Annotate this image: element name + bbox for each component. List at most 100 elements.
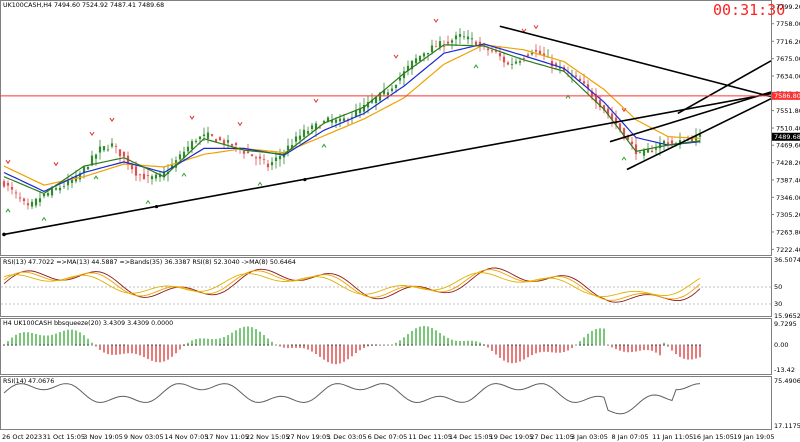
squeeze-dot (231, 344, 233, 346)
squeeze-dot (167, 344, 169, 346)
trendlines[interactable] (2, 25, 772, 237)
squeeze-dot (31, 344, 33, 346)
trendline-channel-upper (609, 91, 772, 143)
squeeze-dot (67, 344, 69, 346)
squeeze-dot (635, 344, 637, 346)
time-tick-label: 3 Nov 19:05 (83, 433, 123, 441)
candle-body (270, 162, 274, 166)
time-tick-label: 8 Jan 07:05 (611, 433, 648, 441)
candle (110, 138, 114, 149)
squeeze-dot (363, 344, 365, 346)
candle-body (446, 41, 450, 44)
rsi-ma-panel-frame (0, 257, 772, 317)
current-price-tag (772, 132, 800, 141)
squeeze-dot (451, 344, 453, 346)
candle-body (378, 92, 382, 101)
squeeze-dot (443, 344, 445, 346)
squeeze-dot (447, 344, 449, 346)
squeeze-dot (663, 344, 665, 346)
sell-arrow (433, 18, 439, 23)
candle-body (542, 53, 546, 56)
candle (458, 28, 462, 45)
price-tick-label: 7428.20 (776, 159, 800, 167)
price-tick-label: 7263.80 (776, 228, 800, 236)
candle-body (514, 61, 518, 64)
candle (114, 143, 118, 154)
price-tick-label: 7551.80 (776, 107, 800, 115)
candle-body (18, 197, 22, 199)
squeeze-dot (163, 344, 165, 346)
rsi-ma-scale-bottom: 15.9652 (774, 312, 800, 320)
squeeze-header: H4 UK100CASH bbsqueeze(20) 3.4309 3.4309… (3, 320, 173, 327)
candle-body (310, 125, 314, 129)
candle-body (70, 179, 74, 183)
candle-body (122, 151, 126, 157)
candle-body (598, 100, 602, 108)
candle-body (186, 146, 190, 152)
squeeze-dot (343, 344, 345, 346)
candle (62, 181, 66, 189)
squeeze-dot (283, 344, 285, 346)
squeeze-dot (75, 344, 77, 346)
squeeze-dot (291, 344, 293, 346)
squeeze-dot (515, 344, 517, 346)
squeeze-dot (571, 344, 573, 346)
squeeze-dot (259, 344, 261, 346)
squeeze-dot (543, 344, 545, 346)
candle-body (242, 151, 246, 154)
squeeze-dot (407, 344, 409, 346)
trendline-upper-ray (677, 60, 772, 115)
candle-body (86, 167, 90, 170)
candle-body (318, 127, 322, 129)
squeeze-dot (499, 344, 501, 346)
candle (194, 138, 198, 144)
candle-body (278, 156, 282, 160)
candle (470, 32, 474, 46)
candle-body (374, 97, 378, 103)
rsi-ma-scale-50: 50 (774, 283, 782, 291)
squeeze-dot (87, 344, 89, 346)
candle-body (30, 201, 34, 207)
squeeze-dot (243, 344, 245, 346)
candle (542, 46, 546, 61)
time-tick-label: 9 Nov 03:05 (124, 433, 164, 441)
candle-body (114, 146, 118, 147)
candle (502, 52, 506, 68)
candle-body (178, 154, 182, 160)
candle-body (474, 41, 478, 47)
candle-body (146, 175, 150, 177)
squeeze-dot (227, 344, 229, 346)
candle-body (402, 71, 406, 79)
candle (210, 133, 214, 137)
squeeze-dot (631, 344, 633, 346)
candle-body (342, 118, 346, 121)
candle-body (254, 157, 258, 159)
sell-arrow (109, 117, 115, 122)
candle (2, 179, 6, 189)
candle (638, 151, 642, 154)
squeeze-dot (619, 344, 621, 346)
sell-arrow (313, 98, 319, 104)
candle-body (62, 186, 66, 188)
candle (398, 72, 402, 85)
candle-body (654, 148, 658, 150)
candle (146, 167, 150, 184)
time-tick-label: 14 Nov 07:05 (165, 433, 209, 441)
squeeze-dot (179, 344, 181, 346)
candle (174, 156, 178, 172)
candle (102, 145, 106, 153)
squeeze-dot (555, 344, 557, 346)
buy-arrow (473, 64, 479, 69)
candle-body (214, 139, 218, 143)
candle-body (414, 58, 418, 64)
squeeze-dot (151, 344, 153, 346)
squeeze-dot (235, 344, 237, 346)
candle-body (54, 188, 58, 190)
candle (654, 142, 658, 155)
candle (494, 48, 498, 54)
price-tick-label: 7469.60 (776, 142, 800, 150)
rsi-ma-header: RSI(13) 47.7022 =>MA(13) 44.5887 =>Bands… (3, 259, 296, 266)
candle-body (6, 182, 10, 186)
candle-body (170, 165, 174, 169)
